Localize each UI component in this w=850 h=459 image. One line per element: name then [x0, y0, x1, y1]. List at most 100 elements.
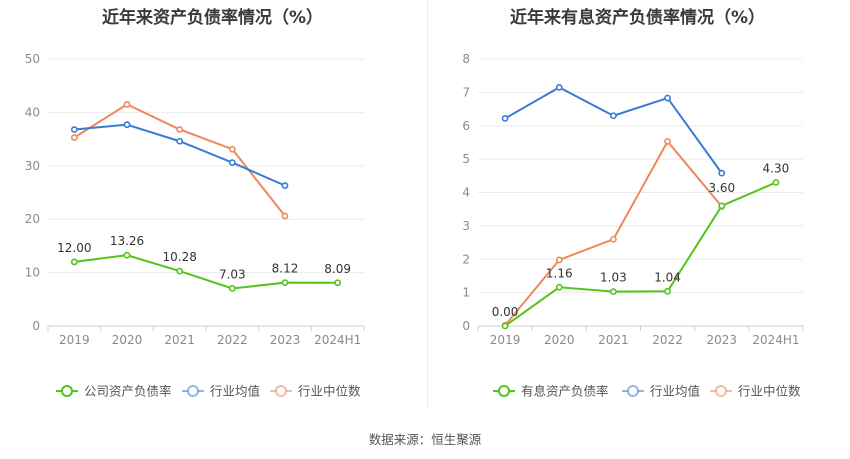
y-tick-label: 30 [25, 159, 40, 173]
data-point [610, 235, 617, 243]
legend-label: 行业均值 [210, 384, 260, 399]
y-tick-label: 40 [25, 105, 40, 119]
x-tick-label: 2019 [59, 333, 90, 347]
series-line [74, 254, 338, 290]
data-point [610, 112, 617, 120]
legend-label: 公司资产负债率 [84, 384, 172, 399]
y-tick-label: 8 [462, 52, 470, 66]
x-tick-label: 2023 [706, 333, 737, 347]
data-point [555, 83, 563, 91]
data-point [123, 251, 131, 259]
legend-marker-icon [275, 385, 287, 397]
x-tick-label: 2024H1 [752, 333, 799, 347]
data-label: 1.03 [600, 271, 627, 285]
legend-item[interactable]: 行业均值 [622, 384, 700, 399]
interest-bearing-debt-ratio-chart: 0 1 2 3 4 5 6 7 8 2019 2020 2021 2022 2023 2024H1 0.00 1… [462, 52, 804, 399]
legend-label: 行业中位数 [738, 384, 801, 399]
series-line [504, 86, 723, 174]
series-line [504, 181, 777, 327]
y-tick-label: 5 [462, 152, 470, 166]
data-point [664, 287, 671, 295]
data-point [664, 138, 671, 145]
x-tick-label: 2021 [164, 333, 195, 347]
legend-item[interactable]: 有息资产负债率 [493, 384, 609, 399]
legend-label: 行业中位数 [298, 384, 361, 399]
data-label: 13.26 [110, 234, 144, 248]
y-tick-label: 0 [32, 319, 40, 333]
data-point [176, 126, 184, 133]
legend-item[interactable]: 行业中位数 [270, 384, 361, 399]
legend-item[interactable]: 行业均值 [182, 384, 260, 399]
y-tick-label: 2 [462, 252, 470, 266]
chart-title: 近年来有息资产负债率情况（%） [509, 8, 766, 28]
data-label: 0.00 [492, 305, 519, 319]
debt-ratio-chart: 0 10 20 30 40 50 2019 2020 2021 2022 2023 2024H1 12.… [25, 52, 365, 399]
data-point [772, 179, 780, 186]
data-label: 8.12 [272, 262, 299, 276]
x-tick-label: 2020 [544, 333, 575, 347]
data-point [176, 267, 184, 275]
x-tick-label: 2023 [270, 333, 301, 347]
legend-marker-icon [187, 385, 199, 397]
y-tick-label: 10 [25, 266, 40, 280]
data-point [664, 94, 671, 102]
chart-title: 近年来资产负债率情况（%） [101, 8, 324, 28]
legend-marker-icon [627, 385, 639, 397]
legend-item[interactable]: 行业中位数 [710, 384, 801, 399]
x-tick-label: 2022 [217, 333, 248, 347]
data-point [228, 145, 236, 153]
data-label: 12.00 [57, 241, 91, 255]
data-label: 4.30 [763, 161, 790, 175]
y-tick-label: 7 [462, 85, 470, 99]
data-point [501, 322, 509, 330]
legend-marker-icon [715, 385, 727, 397]
data-point [228, 285, 236, 292]
data-point [70, 258, 78, 266]
data-label: 10.28 [162, 250, 196, 264]
x-tick-label: 2020 [112, 333, 143, 347]
panel-divider [427, 0, 428, 408]
debt-ratio-chart-panel: 近年来资产负债率情况（%） 0 10 20 30 40 50 2019 2020 2021 202… [25, 8, 365, 399]
legend-label: 有息资产负债率 [521, 384, 609, 399]
data-point [718, 202, 726, 210]
data-point [281, 212, 289, 220]
data-point [176, 137, 184, 145]
data-point [610, 288, 617, 296]
data-point [70, 126, 78, 133]
data-point [281, 182, 289, 189]
data-label: 1.04 [654, 270, 681, 284]
data-label: 8.09 [324, 262, 351, 276]
y-tick-label: 3 [462, 219, 470, 233]
legend-item[interactable]: 公司资产负债率 [56, 384, 172, 399]
y-tick-label: 20 [25, 212, 40, 226]
interest-bearing-debt-ratio-chart-panel: 近年来有息资产负债率情况（%） 0 1 2 3 4 5 6 7 8 2019 2020 2021 202… [425, 0, 850, 459]
x-tick-label: 2022 [652, 333, 683, 347]
y-tick-label: 0 [462, 319, 470, 333]
data-point [718, 169, 726, 177]
y-tick-label: 6 [462, 119, 470, 133]
y-tick-label: 50 [25, 52, 40, 66]
legend-marker-icon [498, 385, 510, 397]
data-point [123, 100, 131, 108]
x-tick-label: 2021 [598, 333, 629, 347]
data-point [123, 121, 131, 129]
data-point [555, 283, 563, 291]
data-point [281, 279, 289, 287]
data-point [228, 159, 236, 166]
y-tick-label: 4 [462, 186, 470, 200]
data-source-footer: 数据来源：恒生聚源 [368, 432, 482, 447]
y-tick-label: 1 [462, 286, 470, 300]
data-label: 7.03 [219, 267, 246, 281]
data-point [501, 115, 509, 122]
data-label: 3.60 [708, 181, 735, 195]
x-tick-label: 2024H1 [314, 333, 361, 347]
legend-label: 行业均值 [650, 384, 700, 399]
data-point [334, 279, 342, 287]
series-line [504, 139, 723, 326]
data-point [70, 134, 78, 141]
legend-marker-icon [61, 385, 73, 397]
series-line [73, 103, 286, 217]
data-label: 1.16 [546, 266, 573, 280]
x-tick-label: 2019 [490, 333, 521, 347]
data-point [555, 256, 563, 264]
